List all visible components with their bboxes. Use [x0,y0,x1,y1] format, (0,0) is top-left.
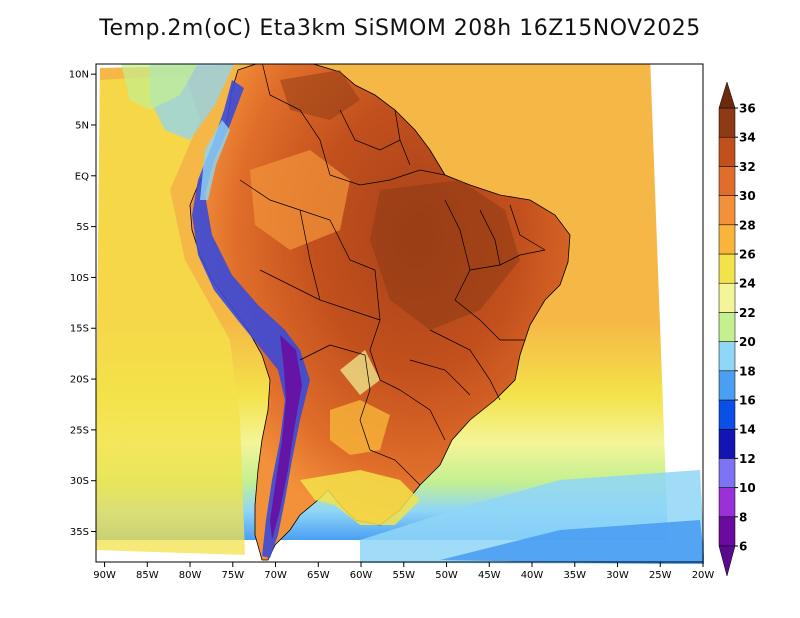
lon-tick-label: 85W [136,570,159,581]
map-area [93,64,705,564]
lon-tick-label: 20W [692,570,715,581]
lon-tick-label: 60W [350,570,373,581]
hot-core-venezuela [280,70,360,120]
amazon-mild [250,150,350,250]
lat-tick-label: 30S [70,476,89,487]
colorbar-bin [718,487,736,518]
lon-tick-label: 25W [649,570,672,581]
map-frame [95,63,704,563]
colorbar-bin [718,195,736,226]
colorbar-bin [718,224,736,255]
pantanal-mild [340,350,380,395]
colorbar-label: 36 [739,102,756,116]
colorbar-bin [718,166,736,196]
chaco-warm [330,400,390,455]
southern-cone-warm [300,470,420,525]
colorbar-label: 34 [739,131,756,145]
atlantic-cold-band [440,520,705,564]
colorbar-bin [718,136,736,167]
lon-tick-label: 55W [392,570,415,581]
lat-tick-label: 25S [70,425,89,436]
colorbar-high-arrow [718,81,736,109]
colorbar-label: 32 [739,160,756,174]
colorbar-label: 30 [739,189,756,203]
colorbar-bin [718,282,736,313]
lon-tick-label: 30W [606,570,629,581]
lon-tick-label: 90W [93,570,116,581]
colorbar-label: 14 [739,423,756,437]
colorbar-label: 20 [739,335,756,349]
colorbar-label: 8 [739,510,747,524]
lat-tick-label: 15S [70,324,89,335]
lon-tick-label: 35W [563,570,586,581]
colorbar-label: 10 [739,481,756,495]
colorbar-label: 12 [739,452,756,466]
colorbar-bin [718,399,736,430]
lat-tick-label: EQ [75,171,89,182]
lat-tick-label: 5N [75,120,89,131]
andes-coldest-core [270,335,302,540]
lat-tick-label: 5S [76,222,89,233]
lon-tick-label: 70W [264,570,287,581]
colorbar: 6 8 10 12 14 16 18 20 22 24 26 28 30 32 34 36 [718,81,756,577]
lon-tick-label: 80W [179,570,202,581]
colorbar-bin [718,341,736,372]
latitude-axis: 10N 5N EQ 5S 10S 15S 20S 25S 30S 35S [69,70,96,538]
colorbar-label: 24 [739,277,756,291]
colorbar-low-arrow [718,545,736,577]
colorbar-label: 28 [739,218,756,232]
lat-tick-label: 35S [70,527,89,538]
lon-tick-label: 40W [521,570,544,581]
colorbar-bin [718,312,736,342]
colorbar-bin [718,107,736,138]
lat-tick-label: 10N [69,70,89,81]
colorbar-label: 6 [739,540,747,554]
colorbar-label: 26 [739,248,756,262]
lon-tick-label: 50W [435,570,458,581]
colorbar-bin [718,428,736,459]
hot-core-north [370,180,520,330]
colorbar-bin [718,370,736,401]
lon-tick-label: 65W [307,570,330,581]
political-borders [239,64,546,486]
colorbar-bin [718,516,736,547]
lat-tick-label: 10S [70,273,89,284]
colorbar-label: 22 [739,306,756,320]
pacific-mid-band [95,75,245,555]
colorbar-label: 18 [739,364,756,378]
longitude-axis: 90W 85W 80W 75W 70W 65W 60W 55W 50W 45W 40W 35W 30W 2… [93,562,714,581]
pacific-green-patch [120,64,200,110]
colorbar-bin [718,458,736,488]
colorbar-label: 16 [739,394,756,408]
colorbar-bin [718,253,736,284]
andes-cool-fringe [200,120,230,200]
lon-tick-label: 75W [221,570,244,581]
andes-cold-band [192,80,310,558]
figure-title: Temp.2m(oC) Eta3km SiSMOM 208h 16Z15NOV2… [99,16,701,41]
lat-tick-label: 20S [70,375,89,386]
lon-tick-label: 45W [478,570,501,581]
